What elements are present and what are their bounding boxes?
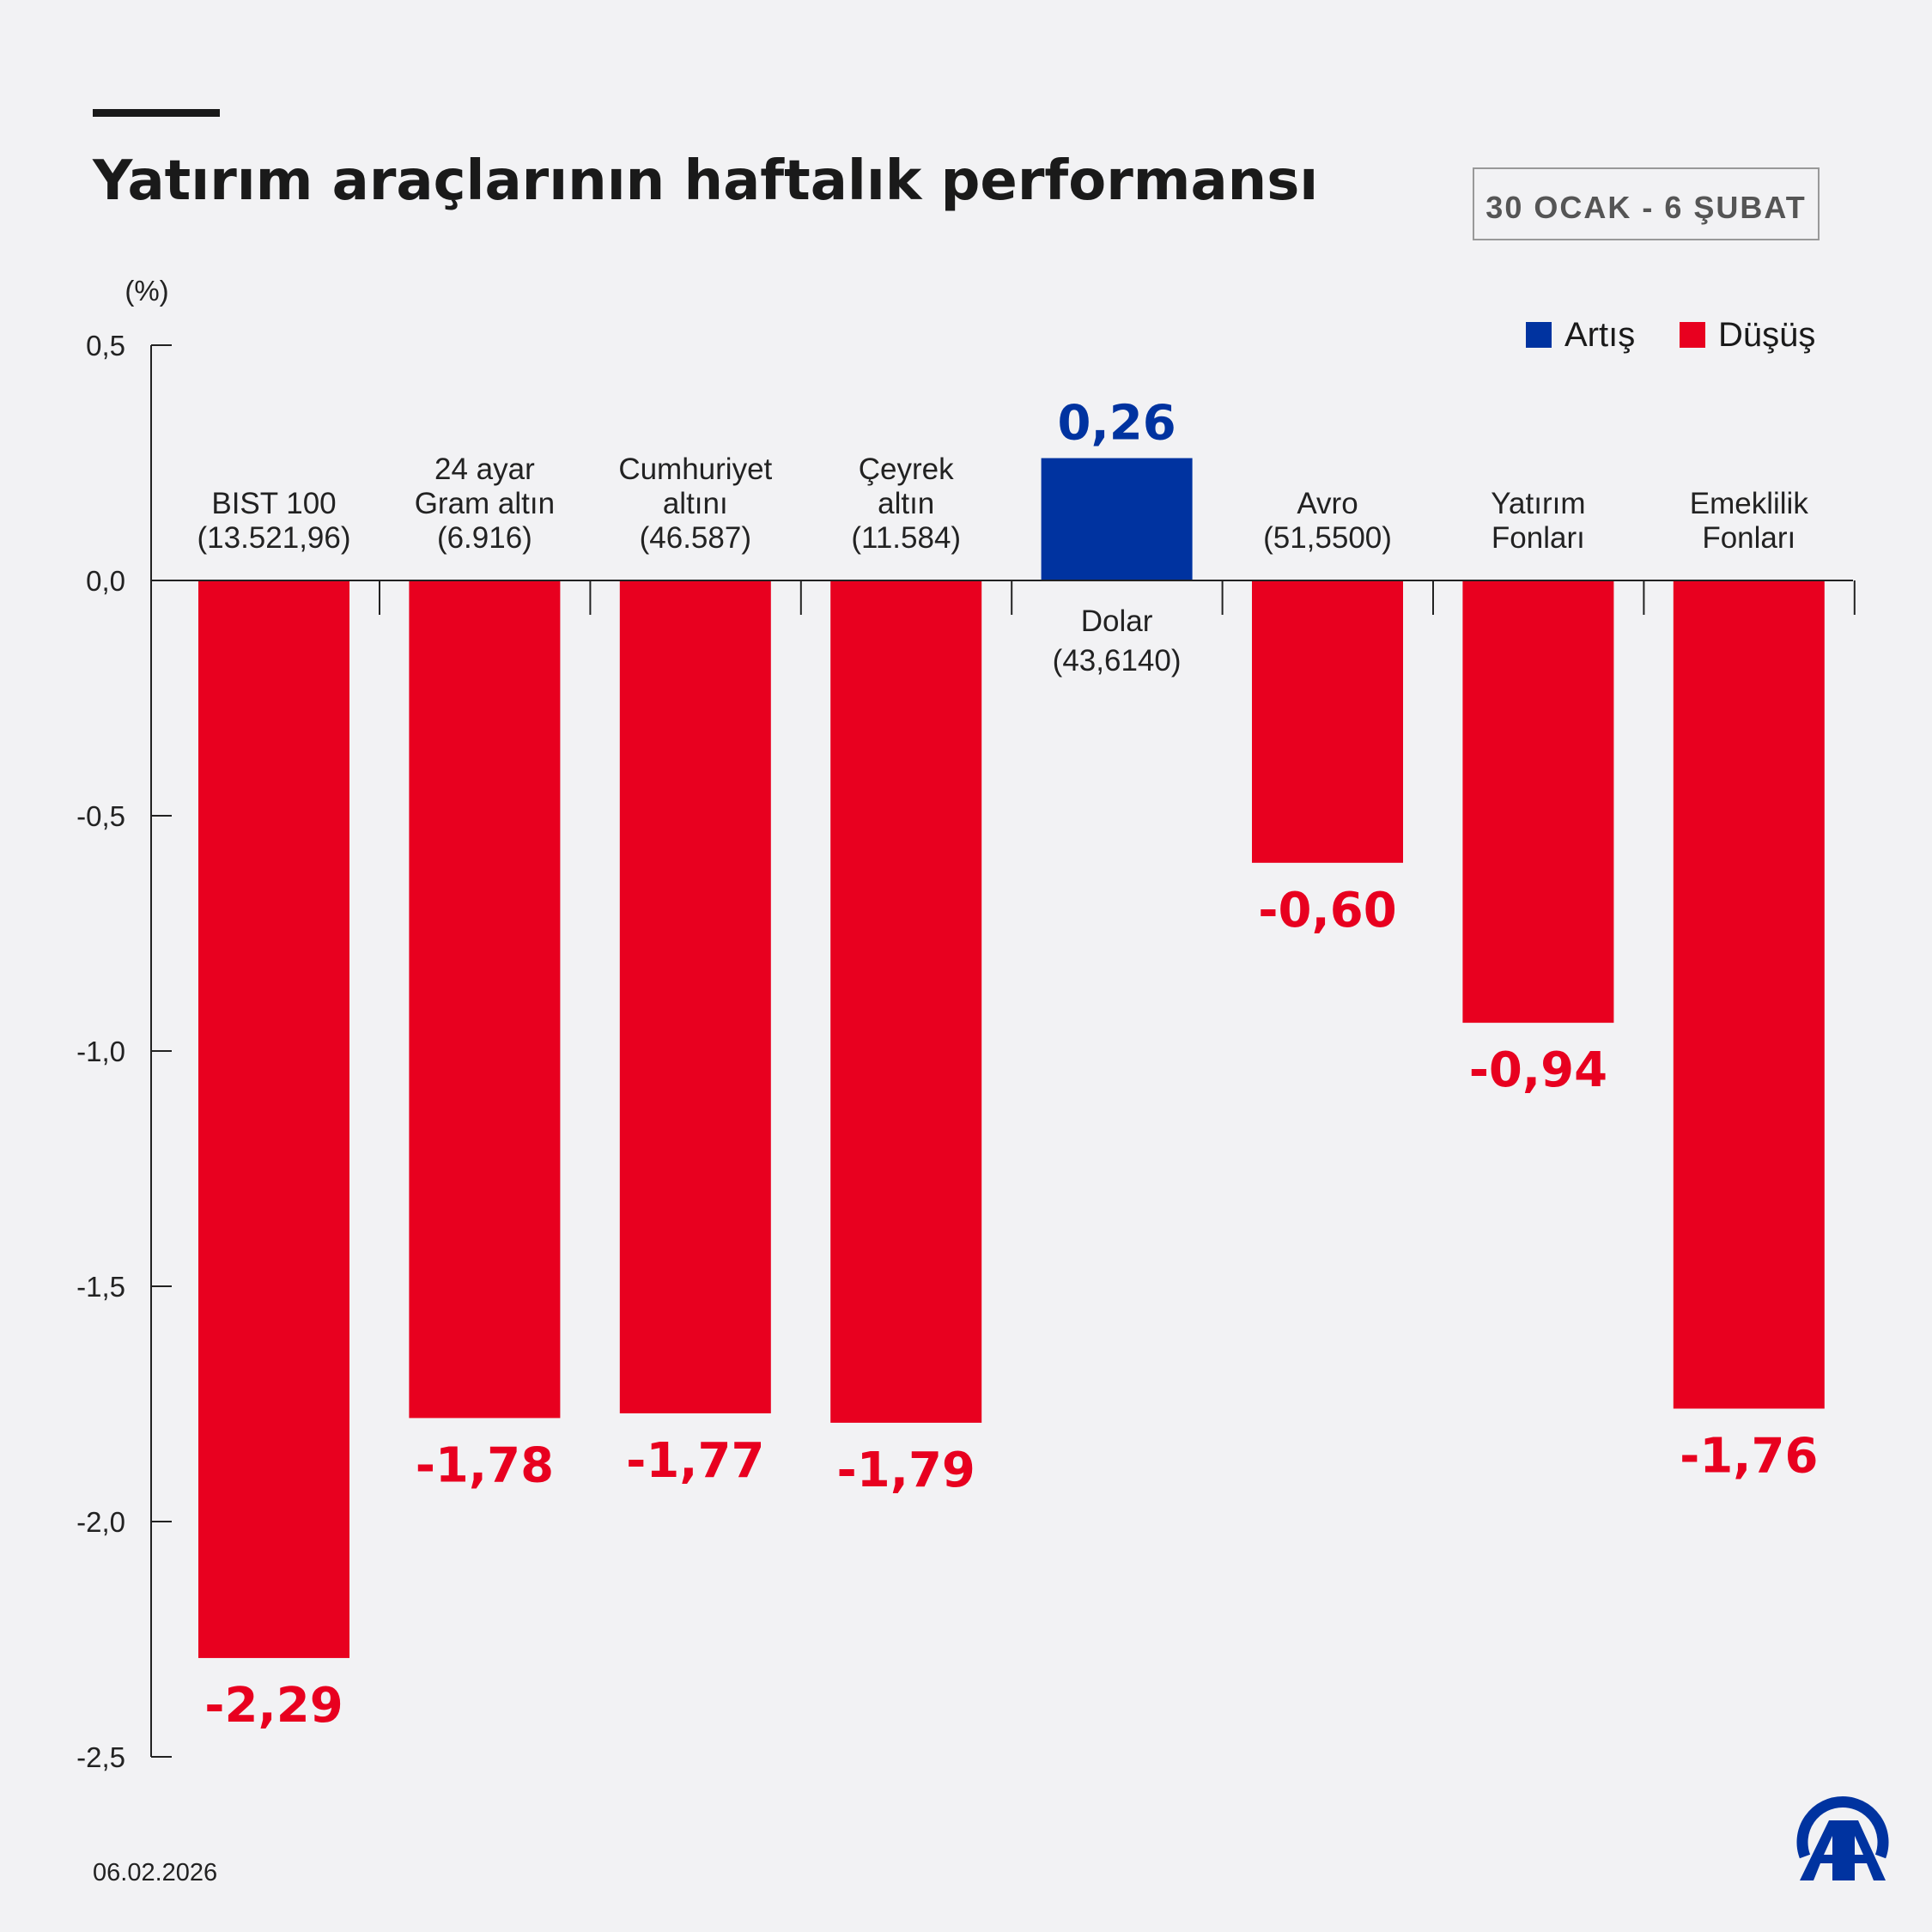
value-label: -1,76 xyxy=(1680,1428,1818,1484)
y-tick-label: 0,5 xyxy=(86,330,125,361)
category-label: Avro xyxy=(1297,487,1358,520)
bar xyxy=(830,580,982,1423)
date-range-box xyxy=(1473,167,1820,240)
category-label: Yatırım xyxy=(1491,487,1585,520)
legend-label-decrease: Düşüş xyxy=(1718,316,1815,354)
title-accent-bar xyxy=(93,109,220,117)
category-label: (6.916) xyxy=(437,521,532,555)
category-label: 24 ayar xyxy=(434,453,535,486)
legend: Artış Düşüş xyxy=(1526,316,1815,354)
legend-label-increase: Artış xyxy=(1564,316,1635,354)
y-axis-label: (%) xyxy=(125,275,168,307)
bar xyxy=(1041,458,1193,580)
bar xyxy=(1462,580,1614,1024)
footer-date: 06.02.2026 xyxy=(93,1859,217,1886)
category-label: (46.587) xyxy=(640,521,751,555)
category-label: Gram altın xyxy=(415,487,555,520)
category-label: BIST 100 xyxy=(211,487,336,520)
category-label: (51,5500) xyxy=(1263,521,1392,555)
y-tick-label: -0,5 xyxy=(76,800,125,832)
date-range: 30 OCAK - 6 ŞUBAT xyxy=(1485,190,1806,225)
category-label: Cumhuriyet xyxy=(618,453,772,486)
category-label: Dolar xyxy=(1081,605,1153,638)
bar xyxy=(409,580,561,1419)
value-label: -0,60 xyxy=(1258,883,1396,939)
y-tick-label: -2,0 xyxy=(76,1506,125,1538)
value-label: -1,79 xyxy=(836,1443,975,1498)
value-label: 0,26 xyxy=(1058,396,1176,452)
category-label: altın xyxy=(878,487,934,520)
category-label: (13.521,96) xyxy=(197,521,350,555)
bar xyxy=(1252,580,1403,863)
value-label: -1,78 xyxy=(416,1437,554,1493)
y-tick-label: 0,0 xyxy=(86,565,125,597)
value-label: -0,94 xyxy=(1469,1042,1607,1098)
bar xyxy=(1673,580,1825,1409)
category-label: (11.584) xyxy=(851,521,961,555)
y-tick-label: -2,5 xyxy=(76,1741,125,1773)
y-tick-label: -1,5 xyxy=(76,1271,125,1303)
category-label: Emeklilik xyxy=(1690,487,1809,520)
bar xyxy=(198,580,349,1658)
category-label: Çeyrek xyxy=(859,453,954,486)
category-label: Fonları xyxy=(1702,521,1795,555)
category-label: altını xyxy=(663,487,728,520)
value-label: -1,77 xyxy=(626,1433,764,1489)
page-title: Yatırım araçlarının haftalık performansı xyxy=(92,149,1318,213)
value-label: -2,29 xyxy=(204,1678,343,1734)
category-label: (43,6140) xyxy=(1053,644,1182,677)
aa-logo xyxy=(1796,1795,1889,1880)
legend-swatch-increase xyxy=(1526,322,1552,348)
bar xyxy=(619,580,771,1413)
y-tick-label: -1,0 xyxy=(76,1036,125,1067)
category-label: Fonları xyxy=(1492,521,1585,555)
legend-swatch-decrease xyxy=(1680,322,1705,348)
